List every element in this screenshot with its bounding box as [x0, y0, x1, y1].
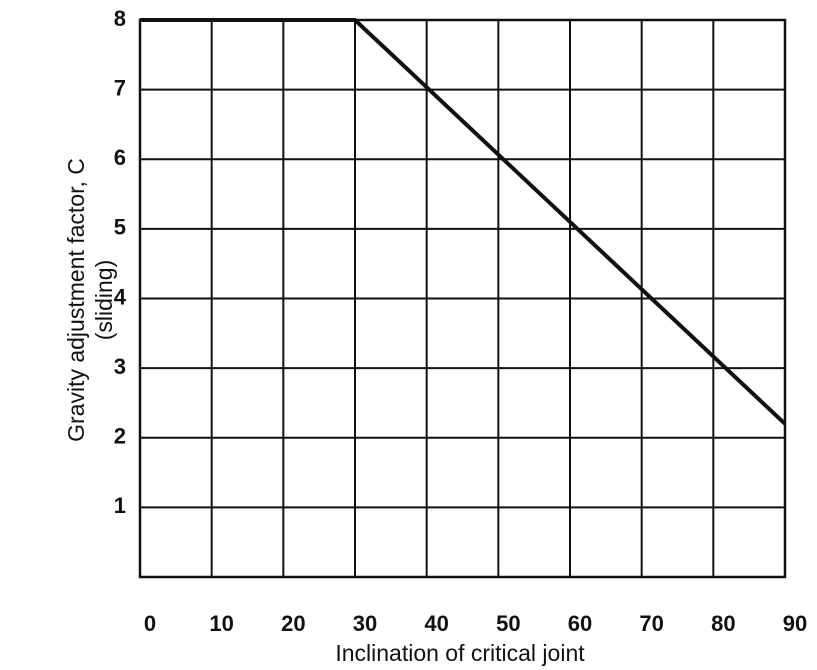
x-tick-label: 40 — [424, 611, 448, 636]
y-tick-label: 5 — [114, 215, 126, 240]
y-axis-label: Gravity adjustment factor, C — [63, 158, 89, 442]
y-axis-label-2: (sliding) — [91, 260, 117, 341]
x-tick-label: 60 — [568, 611, 592, 636]
y-tick-label: 6 — [114, 145, 126, 170]
y-tick-label: 4 — [114, 284, 127, 309]
y-tick-label: 3 — [114, 354, 126, 379]
x-tick-label: 70 — [639, 611, 663, 636]
y-tick-label: 7 — [114, 75, 126, 100]
x-tick-label: 90 — [783, 611, 807, 636]
data-line — [140, 18, 787, 426]
y-tick-label: 1 — [114, 493, 126, 518]
x-tick-label: 50 — [496, 611, 520, 636]
x-tick-label: 30 — [353, 611, 377, 636]
y-tick-label: 8 — [114, 6, 126, 31]
x-tick-label: 0 — [144, 611, 156, 636]
x-axis-label: Inclination of critical joint — [335, 640, 585, 666]
y-tick-label: 2 — [114, 424, 126, 449]
x-tick-label: 80 — [711, 611, 735, 636]
x-tick-label: 20 — [281, 611, 305, 636]
x-tick-label: 10 — [209, 611, 233, 636]
